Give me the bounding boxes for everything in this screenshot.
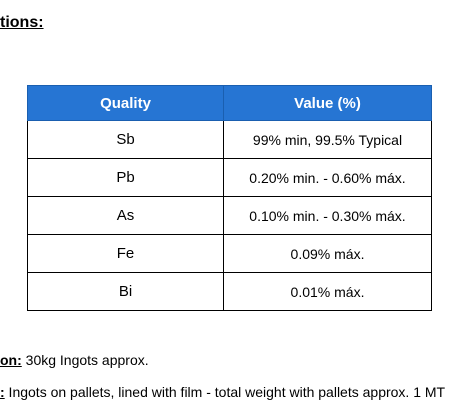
value-cell: 99% min, 99.5% Typical [223, 120, 432, 159]
element-cell: Pb [27, 158, 224, 197]
table-header-row: Quality Value (%) [27, 85, 432, 121]
value-cell: 0.20% min. - 0.60% máx. [223, 158, 432, 197]
table-row: Fe 0.09% máx. [27, 234, 432, 273]
presentation-text: 30kg Ingots approx. [21, 352, 149, 368]
value-cell: 0.01% máx. [223, 272, 432, 311]
value-cell: 0.10% min. - 0.30% máx. [223, 196, 432, 235]
table-row: Pb 0.20% min. - 0.60% máx. [27, 158, 432, 197]
table-row: As 0.10% min. - 0.30% máx. [27, 196, 432, 235]
section-heading: tions: [0, 14, 44, 31]
element-cell: As [27, 196, 224, 235]
packing-text: Ingots on pallets, lined with film - tot… [4, 384, 446, 400]
value-cell: 0.09% máx. [223, 234, 432, 273]
element-cell: Bi [27, 272, 224, 311]
column-header-value: Value (%) [223, 85, 432, 121]
specification-table: Quality Value (%) Sb 99% min, 99.5% Typi… [27, 85, 432, 311]
packing-line: : Ingots on pallets, lined with film - t… [0, 384, 445, 400]
table-row: Bi 0.01% máx. [27, 272, 432, 311]
presentation-line: on: 30kg Ingots approx. [0, 352, 149, 368]
element-cell: Sb [27, 120, 224, 159]
column-header-quality: Quality [27, 85, 224, 121]
presentation-label: on: [0, 352, 22, 368]
element-cell: Fe [27, 234, 224, 273]
packing-label: : [0, 384, 5, 400]
table-row: Sb 99% min, 99.5% Typical [27, 120, 432, 159]
